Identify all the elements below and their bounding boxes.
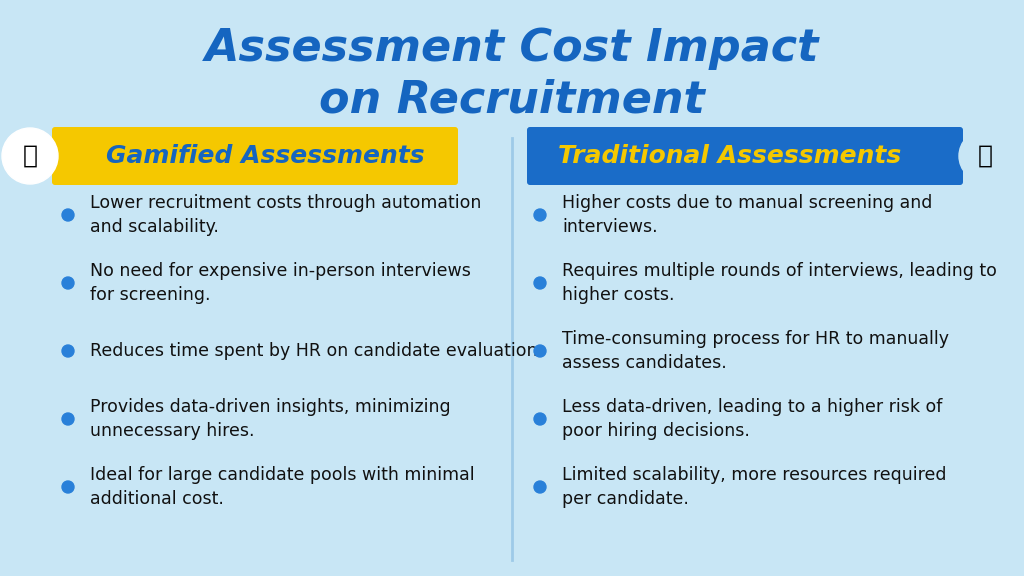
Circle shape xyxy=(534,209,546,221)
Circle shape xyxy=(2,128,58,184)
Text: Time-consuming process for HR to manually
assess candidates.: Time-consuming process for HR to manuall… xyxy=(562,329,949,373)
Text: Lower recruitment costs through automation
and scalability.: Lower recruitment costs through automati… xyxy=(90,194,481,237)
Text: Ideal for large candidate pools with minimal
additional cost.: Ideal for large candidate pools with min… xyxy=(90,465,475,509)
Circle shape xyxy=(62,209,74,221)
Text: Traditional Assessments: Traditional Assessments xyxy=(558,144,901,168)
Text: Less data-driven, leading to a higher risk of
poor hiring decisions.: Less data-driven, leading to a higher ri… xyxy=(562,397,942,441)
Text: Reduces time spent by HR on candidate evaluation.: Reduces time spent by HR on candidate ev… xyxy=(90,342,543,360)
Text: No need for expensive in-person interviews
for screening.: No need for expensive in-person intervie… xyxy=(90,262,471,305)
Circle shape xyxy=(534,277,546,289)
Circle shape xyxy=(534,481,546,493)
FancyBboxPatch shape xyxy=(527,127,963,185)
Text: Requires multiple rounds of interviews, leading to
higher costs.: Requires multiple rounds of interviews, … xyxy=(562,262,997,305)
Circle shape xyxy=(62,277,74,289)
Circle shape xyxy=(534,413,546,425)
Text: Limited scalability, more resources required
per candidate.: Limited scalability, more resources requ… xyxy=(562,465,946,509)
Text: on Recruitment: on Recruitment xyxy=(319,78,705,122)
Circle shape xyxy=(62,481,74,493)
Circle shape xyxy=(62,345,74,357)
Text: 📋: 📋 xyxy=(978,144,992,168)
Text: 🎮: 🎮 xyxy=(23,144,38,168)
Circle shape xyxy=(62,413,74,425)
Circle shape xyxy=(534,345,546,357)
Text: Assessment Cost Impact: Assessment Cost Impact xyxy=(205,26,819,70)
Text: Higher costs due to manual screening and
interviews.: Higher costs due to manual screening and… xyxy=(562,194,933,237)
FancyBboxPatch shape xyxy=(52,127,458,185)
Text: Provides data-driven insights, minimizing
unnecessary hires.: Provides data-driven insights, minimizin… xyxy=(90,397,451,441)
Text: Gamified Assessments: Gamified Assessments xyxy=(105,144,424,168)
Circle shape xyxy=(959,130,1011,182)
